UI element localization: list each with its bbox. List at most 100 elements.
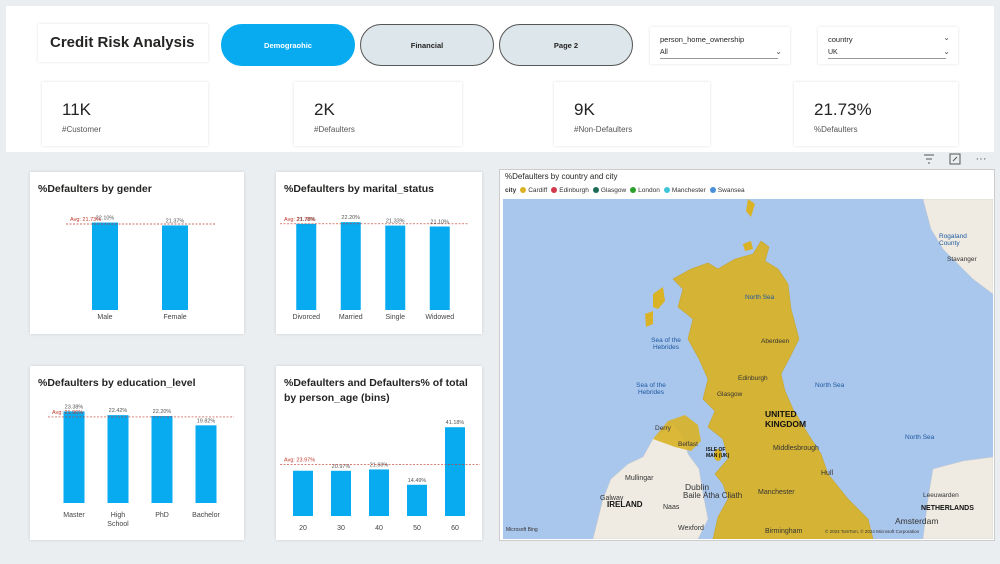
home-ownership-dropdown[interactable]: All	[660, 49, 778, 59]
tab-demographic[interactable]: Demograohic	[221, 24, 355, 66]
data-label: 21.10%	[430, 219, 449, 225]
map-label: Manchester	[758, 489, 795, 496]
category-label: 50	[413, 525, 421, 532]
chart-defaulters-by-age[interactable]: %Defaulters and Defaulters% of total by …	[276, 366, 482, 540]
map-label: North Sea	[745, 294, 775, 301]
bar[interactable]	[162, 225, 188, 310]
map-label: Sea of the Hebrides	[636, 382, 666, 396]
more-options-icon[interactable]: ···	[975, 153, 987, 165]
map-label: Rogaland County	[939, 233, 967, 247]
bar[interactable]	[340, 222, 361, 310]
map-label: Derry	[655, 425, 671, 432]
legend-marker	[592, 187, 599, 194]
focus-mode-icon[interactable]	[945, 150, 965, 168]
chevron-down-icon[interactable]: ⌄	[943, 47, 950, 56]
bar[interactable]	[331, 470, 351, 516]
category-label: School	[107, 521, 129, 528]
chart-defaulters-by-gender[interactable]: %Defaulters by gender 22.10% Male 21.37% Fe…	[30, 172, 244, 334]
bar[interactable]	[369, 469, 389, 516]
chart-svg: 23.38% Master 22.42% High School 22.20% PhD 19.…	[48, 404, 234, 528]
tab-financial[interactable]: Financial	[360, 24, 494, 66]
chart-defaulters-by-marital-status[interactable]: %Defaulters by marital_status 21.78% Divo…	[276, 172, 482, 334]
chart-svg: 22.10% Male 21.37% Female Avg: 21.73%	[66, 216, 216, 321]
bar[interactable]	[293, 470, 313, 516]
category-label: Master	[63, 512, 85, 519]
home-ownership-slicer[interactable]: person_home_ownership All ⌄	[650, 27, 790, 64]
map-label: ISLE OF MAN (UK)	[706, 447, 730, 459]
bar[interactable]	[445, 427, 465, 516]
bar[interactable]	[296, 223, 317, 310]
bar[interactable]	[429, 226, 450, 310]
country-dropdown[interactable]: UK	[828, 49, 946, 59]
category-label: 40	[375, 525, 383, 532]
data-label: 21.37%	[166, 218, 185, 224]
data-label: 21.60%	[370, 462, 389, 468]
kpi-label: #Customer	[62, 125, 102, 134]
map-label: Galway	[600, 495, 624, 502]
data-label: 21.33%	[386, 219, 405, 225]
map-label: UNITED KINGDOM	[765, 409, 807, 429]
kpi-value: 2K	[314, 100, 335, 119]
tab-page-2[interactable]: Page 2	[499, 24, 633, 66]
chevron-down-icon[interactable]: ⌄	[943, 33, 950, 42]
legend-item-manchester[interactable]: Manchester	[663, 187, 706, 194]
country-slicer[interactable]: country UK ⌄ ⌄	[818, 27, 958, 64]
category-label: Divorced	[292, 314, 320, 321]
legend-item-glasgow[interactable]: Glasgow	[592, 187, 626, 194]
data-label: 23.38%	[65, 404, 84, 410]
chart-title: %Defaulters by gender	[38, 183, 152, 195]
map-visual[interactable]: %Defaulters by country and city city Car…	[499, 169, 995, 541]
bar[interactable]	[151, 416, 173, 503]
category-label: 20	[299, 525, 307, 532]
bar[interactable]	[407, 484, 427, 516]
page-title: Credit Risk Analysis	[38, 24, 208, 62]
bar[interactable]	[195, 425, 217, 503]
kpi-value: 9K	[574, 100, 595, 119]
chart-defaulters-by-education[interactable]: %Defaulters by education_level 23.38% Mas…	[30, 366, 244, 540]
map-label: Belfast	[678, 441, 698, 448]
bing-logo: Microsoft Bing	[506, 527, 538, 533]
map-label: North Sea	[815, 382, 845, 389]
kpi-card-non-defaulters: 9K #Non-Defaulters	[554, 82, 710, 146]
chart-svg: 21.78% Divorced 22.20% Married 21.33% Single 2…	[280, 215, 468, 321]
map-label: Baile Átha Cliath	[683, 491, 743, 500]
legend-marker	[663, 187, 670, 194]
bar[interactable]	[63, 411, 85, 503]
data-label: 20.97%	[332, 464, 351, 470]
bar[interactable]	[107, 415, 129, 503]
kpi-value: 11K	[62, 100, 91, 119]
kpi-value: 21.73%	[814, 100, 872, 119]
slicer-label: person_home_ownership	[660, 35, 745, 44]
map-label: Edinburgh	[738, 375, 768, 382]
category-label: 30	[337, 525, 345, 532]
chart-title: %Defaulters and Defaulters% of total by …	[284, 377, 468, 404]
legend-item-cardiff[interactable]: Cardiff	[520, 187, 547, 194]
chart-svg: 20 20.97% 30 21.60% 40 14.49% 50 41.18% 60 Avg: 2…	[280, 420, 480, 532]
data-label: 22.42%	[109, 408, 128, 414]
bar[interactable]	[92, 222, 118, 310]
kpi-label: #Defaulters	[314, 125, 355, 134]
legend-marker	[551, 187, 558, 194]
legend-item-swansea[interactable]: Swansea	[709, 187, 745, 194]
chevron-down-icon[interactable]: ⌄	[775, 47, 782, 56]
map-canvas[interactable]: North Sea North Sea North Sea Sea of the…	[503, 199, 993, 539]
legend-marker	[630, 187, 637, 194]
legend-item-edinburgh[interactable]: Edinburgh	[551, 187, 589, 194]
category-label: 60	[451, 525, 459, 532]
average-label: Avg: 21.96%	[52, 410, 83, 416]
category-label: Bachelor	[192, 512, 220, 519]
kpi-card-pct-defaulters: 21.73% %Defaulters	[794, 82, 958, 146]
chart-title: %Defaulters by marital_status	[284, 183, 434, 195]
map-label: Sea of the Hebrides	[651, 337, 681, 351]
map-title: %Defaulters by country and city	[505, 172, 618, 181]
data-label: 22.20%	[153, 409, 172, 415]
legend-marker	[520, 187, 527, 194]
category-label: Male	[97, 314, 112, 321]
map-label: Leeuwarden	[923, 492, 959, 499]
map-legend: city Cardiff Edinburgh Glasgow London Ma…	[505, 187, 745, 194]
legend-item-london[interactable]: London	[630, 187, 660, 194]
bar[interactable]	[385, 225, 406, 310]
kpi-label: #Non-Defaulters	[574, 125, 633, 134]
map-label: Dublin	[685, 482, 710, 492]
filter-icon[interactable]	[919, 150, 939, 168]
